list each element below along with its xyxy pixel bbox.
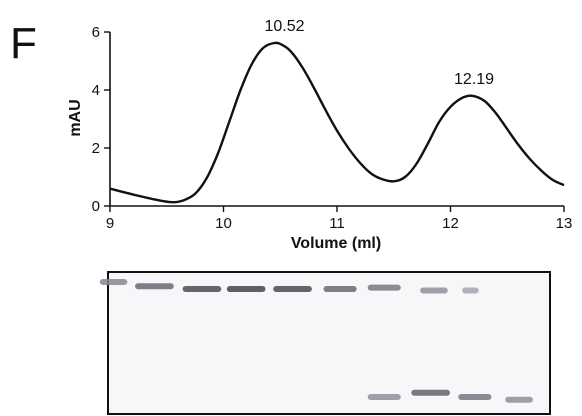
gel-band bbox=[273, 286, 312, 293]
x-axis-label: Volume (ml) bbox=[291, 235, 381, 252]
gel-band bbox=[135, 283, 174, 290]
gel-band bbox=[505, 396, 533, 403]
gel-background bbox=[107, 271, 551, 415]
x-ticks: 9 10 11 12 13 bbox=[106, 206, 573, 232]
gel-band bbox=[411, 389, 450, 396]
gel-band bbox=[367, 284, 401, 291]
gel-band bbox=[323, 286, 357, 293]
gel-band bbox=[458, 393, 492, 400]
y-tick-label: 2 bbox=[92, 140, 100, 157]
y-tick-label: 4 bbox=[92, 82, 100, 99]
peak-label: 10.52 bbox=[264, 18, 304, 35]
gel-band bbox=[226, 286, 266, 293]
gel-band bbox=[182, 286, 222, 293]
peak-annotations: 10.52 12.19 bbox=[264, 18, 494, 88]
gel-band bbox=[462, 287, 479, 294]
x-tick-label: 13 bbox=[556, 215, 573, 232]
absorbance-trace bbox=[109, 41, 565, 204]
gel-band bbox=[420, 287, 448, 294]
gel-band bbox=[367, 393, 401, 400]
x-tick-label: 10 bbox=[215, 215, 232, 232]
chromatogram-chart: 0 2 4 6 9 10 11 12 13 mAU Volume (ml) 10.52 12.1… bbox=[67, 18, 572, 252]
x-tick-label: 12 bbox=[442, 215, 459, 232]
sds-page-gel bbox=[99, 271, 551, 415]
y-tick-label: 0 bbox=[92, 198, 100, 215]
gel-band bbox=[99, 278, 128, 285]
panel-label: F bbox=[10, 19, 37, 68]
gel-bands bbox=[99, 278, 533, 403]
x-tick-label: 11 bbox=[329, 215, 345, 232]
y-tick-label: 6 bbox=[92, 24, 100, 41]
peak-label: 12.19 bbox=[454, 71, 494, 88]
y-ticks: 0 2 4 6 bbox=[92, 24, 110, 215]
x-tick-label: 9 bbox=[106, 215, 114, 232]
y-axis-label: mAU bbox=[67, 99, 84, 136]
